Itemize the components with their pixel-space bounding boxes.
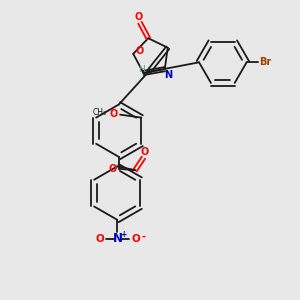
Text: Br: Br <box>259 57 271 67</box>
Text: O: O <box>135 12 143 22</box>
Text: CH₃: CH₃ <box>92 108 106 117</box>
Text: O: O <box>136 46 144 56</box>
Text: O: O <box>96 234 105 244</box>
Text: O: O <box>140 147 149 158</box>
Text: O: O <box>108 164 116 174</box>
Text: H: H <box>138 65 144 74</box>
Text: -: - <box>142 232 146 242</box>
Text: O: O <box>110 109 118 119</box>
Text: N: N <box>113 232 123 245</box>
Text: +: + <box>121 230 127 239</box>
Text: N: N <box>164 70 172 80</box>
Text: O: O <box>131 234 140 244</box>
